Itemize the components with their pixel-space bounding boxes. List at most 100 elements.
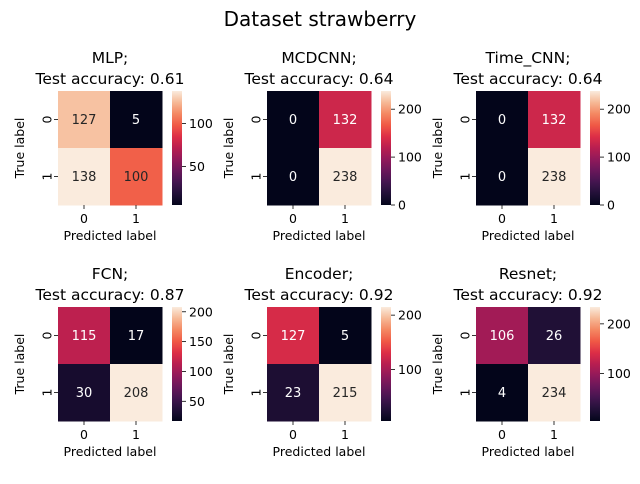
colorbar-tick-label: 50 — [189, 159, 205, 174]
y-tick-label: 1 — [458, 389, 473, 397]
heatmap-cell — [267, 307, 320, 365]
heatmap-cell — [110, 148, 163, 206]
colorbar-tick-label: 100 — [607, 150, 631, 165]
panel-title-line: Test accuracy: 0.64 — [453, 70, 603, 88]
heatmap-cell — [528, 91, 581, 149]
cell-value-label: 0 — [498, 113, 506, 128]
y-tick-label: 0 — [458, 115, 473, 123]
heatmap-cell — [110, 91, 163, 149]
heatmap-cell — [58, 91, 111, 149]
cell-value-label: 115 — [72, 329, 97, 344]
y-axis-label: True label — [221, 334, 236, 396]
colorbar-tick-label: 200 — [607, 102, 631, 117]
heatmap-cell — [58, 307, 111, 365]
x-tick-label: 0 — [498, 427, 506, 442]
x-tick-label: 1 — [341, 427, 349, 442]
cell-value-label: 0 — [289, 170, 297, 185]
x-axis-label: Predicted label — [273, 228, 366, 243]
cell-value-label: 234 — [542, 386, 567, 401]
heatmap-cell — [58, 148, 111, 206]
cell-value-label: 17 — [128, 329, 145, 344]
y-axis-label: True label — [430, 118, 445, 180]
colorbar-tick-label: 200 — [189, 304, 213, 319]
colorbar-tick-label: 50 — [189, 394, 205, 409]
y-tick-label: 1 — [40, 173, 55, 181]
cell-value-label: 0 — [498, 170, 506, 185]
colorbar-tick-label: 150 — [189, 334, 213, 349]
heatmap-cell — [319, 364, 372, 422]
cell-value-label: 0 — [289, 113, 297, 128]
colorbar — [381, 91, 391, 205]
heatmap-panel: Time_CNN; Test accuracy: 0.64 0 132 0 238 0 1 0 1… — [430, 49, 631, 243]
x-tick-label: 1 — [550, 211, 558, 226]
y-axis-label: True label — [221, 118, 236, 180]
heatmap-cell — [267, 148, 320, 206]
cell-value-label: 23 — [285, 386, 302, 401]
colorbar — [172, 91, 182, 205]
heatmap-cell — [476, 364, 529, 422]
cell-value-label: 238 — [542, 170, 567, 185]
cell-value-label: 4 — [498, 386, 506, 401]
heatmap-cell — [110, 364, 163, 422]
cell-value-label: 5 — [132, 113, 140, 128]
panel-title-line: Time_CNN; — [485, 49, 571, 68]
x-tick-label: 1 — [132, 427, 140, 442]
x-tick-label: 0 — [80, 211, 88, 226]
x-axis-label: Predicted label — [64, 228, 157, 243]
heatmap-cell — [110, 307, 163, 365]
panel-title-line: FCN; — [92, 265, 129, 283]
heatmap-panel: Resnet; Test accuracy: 0.92 106 26 4 234 0 1 0 1 P… — [430, 265, 631, 459]
cell-value-label: 100 — [124, 170, 149, 185]
panel-title-line: MLP; — [92, 49, 129, 67]
heatmap-cell — [319, 91, 372, 149]
heatmap-cell — [319, 307, 372, 365]
heatmap-panel: Encoder; Test accuracy: 0.92 127 5 23 215 0 1 0 1… — [221, 265, 422, 459]
panel-title-line: Test accuracy: 0.87 — [35, 286, 185, 304]
cell-value-label: 132 — [542, 113, 567, 128]
cell-value-label: 215 — [333, 386, 358, 401]
heatmap-panel: FCN; Test accuracy: 0.87 115 17 30 208 0 1 0 1 Pre… — [12, 265, 213, 459]
panel-title-line: Resnet; — [499, 265, 557, 283]
heatmap-cell — [476, 91, 529, 149]
heatmap-cell — [319, 148, 372, 206]
y-tick-label: 1 — [249, 389, 264, 397]
colorbar-tick-label: 100 — [398, 362, 422, 377]
cell-value-label: 132 — [333, 113, 358, 128]
colorbar — [172, 307, 182, 421]
x-axis-label: Predicted label — [482, 228, 575, 243]
panel-title-line: Encoder; — [285, 265, 354, 283]
cell-value-label: 30 — [76, 386, 93, 401]
x-axis-label: Predicted label — [482, 444, 575, 459]
panel-title-line: Test accuracy: 0.61 — [35, 70, 185, 88]
panel-title-line: Test accuracy: 0.92 — [453, 286, 603, 304]
colorbar — [590, 307, 600, 421]
cell-value-label: 238 — [333, 170, 358, 185]
y-tick-label: 1 — [458, 173, 473, 181]
y-tick-label: 0 — [249, 331, 264, 339]
y-tick-label: 0 — [40, 115, 55, 123]
y-tick-label: 0 — [40, 331, 55, 339]
y-axis-label: True label — [12, 334, 27, 396]
x-axis-label: Predicted label — [273, 444, 366, 459]
heatmap-cell — [528, 307, 581, 365]
panel-title-line: Test accuracy: 0.64 — [244, 70, 394, 88]
heatmap-cell — [528, 148, 581, 206]
y-axis-label: True label — [12, 118, 27, 180]
panel-title-line: Test accuracy: 0.92 — [244, 286, 394, 304]
heatmap-cell — [476, 307, 529, 365]
figure-title: Dataset strawberry — [224, 7, 417, 31]
heatmap-cell — [58, 364, 111, 422]
heatmap-cell — [528, 364, 581, 422]
x-tick-label: 1 — [132, 211, 140, 226]
x-tick-label: 0 — [289, 427, 297, 442]
cell-value-label: 138 — [72, 170, 97, 185]
x-tick-label: 1 — [550, 427, 558, 442]
cell-value-label: 127 — [281, 329, 306, 344]
cell-value-label: 106 — [490, 329, 515, 344]
colorbar-tick-label: 100 — [189, 364, 213, 379]
colorbar-tick-label: 200 — [398, 308, 422, 323]
y-tick-label: 1 — [40, 389, 55, 397]
colorbar — [590, 91, 600, 205]
heatmap-cell — [476, 148, 529, 206]
